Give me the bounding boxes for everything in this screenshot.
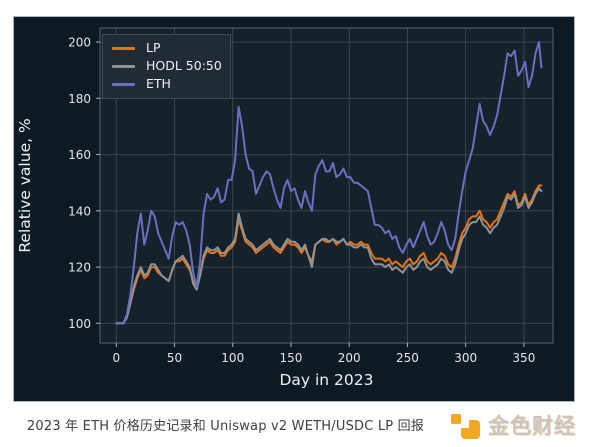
lp-line-swatch-icon [112,46,135,50]
jinse-logo-icon [451,410,481,440]
x-tick-label: 300 [454,351,477,365]
y-tick-label: 200 [68,36,91,50]
y-tick-label: 120 [68,261,91,275]
legend-item-lp: LP [112,41,220,55]
x-tick-label: 150 [280,351,303,365]
footer-bar: 2023 年 ETH 价格历史记录和 Uniswap v2 WETH/USDC … [0,402,600,447]
plot-spines [99,27,554,344]
y-tick-label: 180 [68,92,91,106]
jinse-logo: 金色财经 [451,410,576,440]
hodl-50-50-line [115,187,543,325]
x-axis-label: Day in 2023 [279,371,373,389]
chart-figure: 0 50 100 150 200 250 300 350 100 120 140 160 180 200 D… [13,16,575,402]
chart-canvas: 0 50 100 150 200 250 300 350 100 120 140 160 180 200 D… [16,27,554,389]
hodl-line-swatch-icon [112,64,135,68]
x-tick-label: 350 [512,351,535,365]
y-tick-label: 160 [68,148,91,162]
legend-item-hodl: HODL 50:50 [112,58,222,73]
y-tick-label: 140 [68,204,91,218]
legend-item-eth: ETH [112,77,220,91]
eth-line [115,41,543,325]
chart-caption: 2023 年 ETH 价格历史记录和 Uniswap v2 WETH/USDC … [26,419,425,434]
jinse-logo-text: 金色财经 [488,413,576,438]
x-tick-label: 250 [396,351,419,365]
y-axis-label: Relative value, % [16,118,34,252]
y-tick-label: 100 [68,317,91,331]
x-tick-label: 50 [167,351,182,365]
x-tick-label: 100 [221,351,244,365]
legend-label-hodl: HODL 50:50 [146,58,222,73]
eth-line-swatch-icon [112,82,135,86]
x-tick-label: 0 [112,351,120,365]
chart-legend: LP HODL 50:50 ETH [102,34,231,99]
legend-label-eth: ETH [146,76,171,91]
legend-label-lp: LP [146,40,161,55]
x-tick-label: 200 [338,351,361,365]
